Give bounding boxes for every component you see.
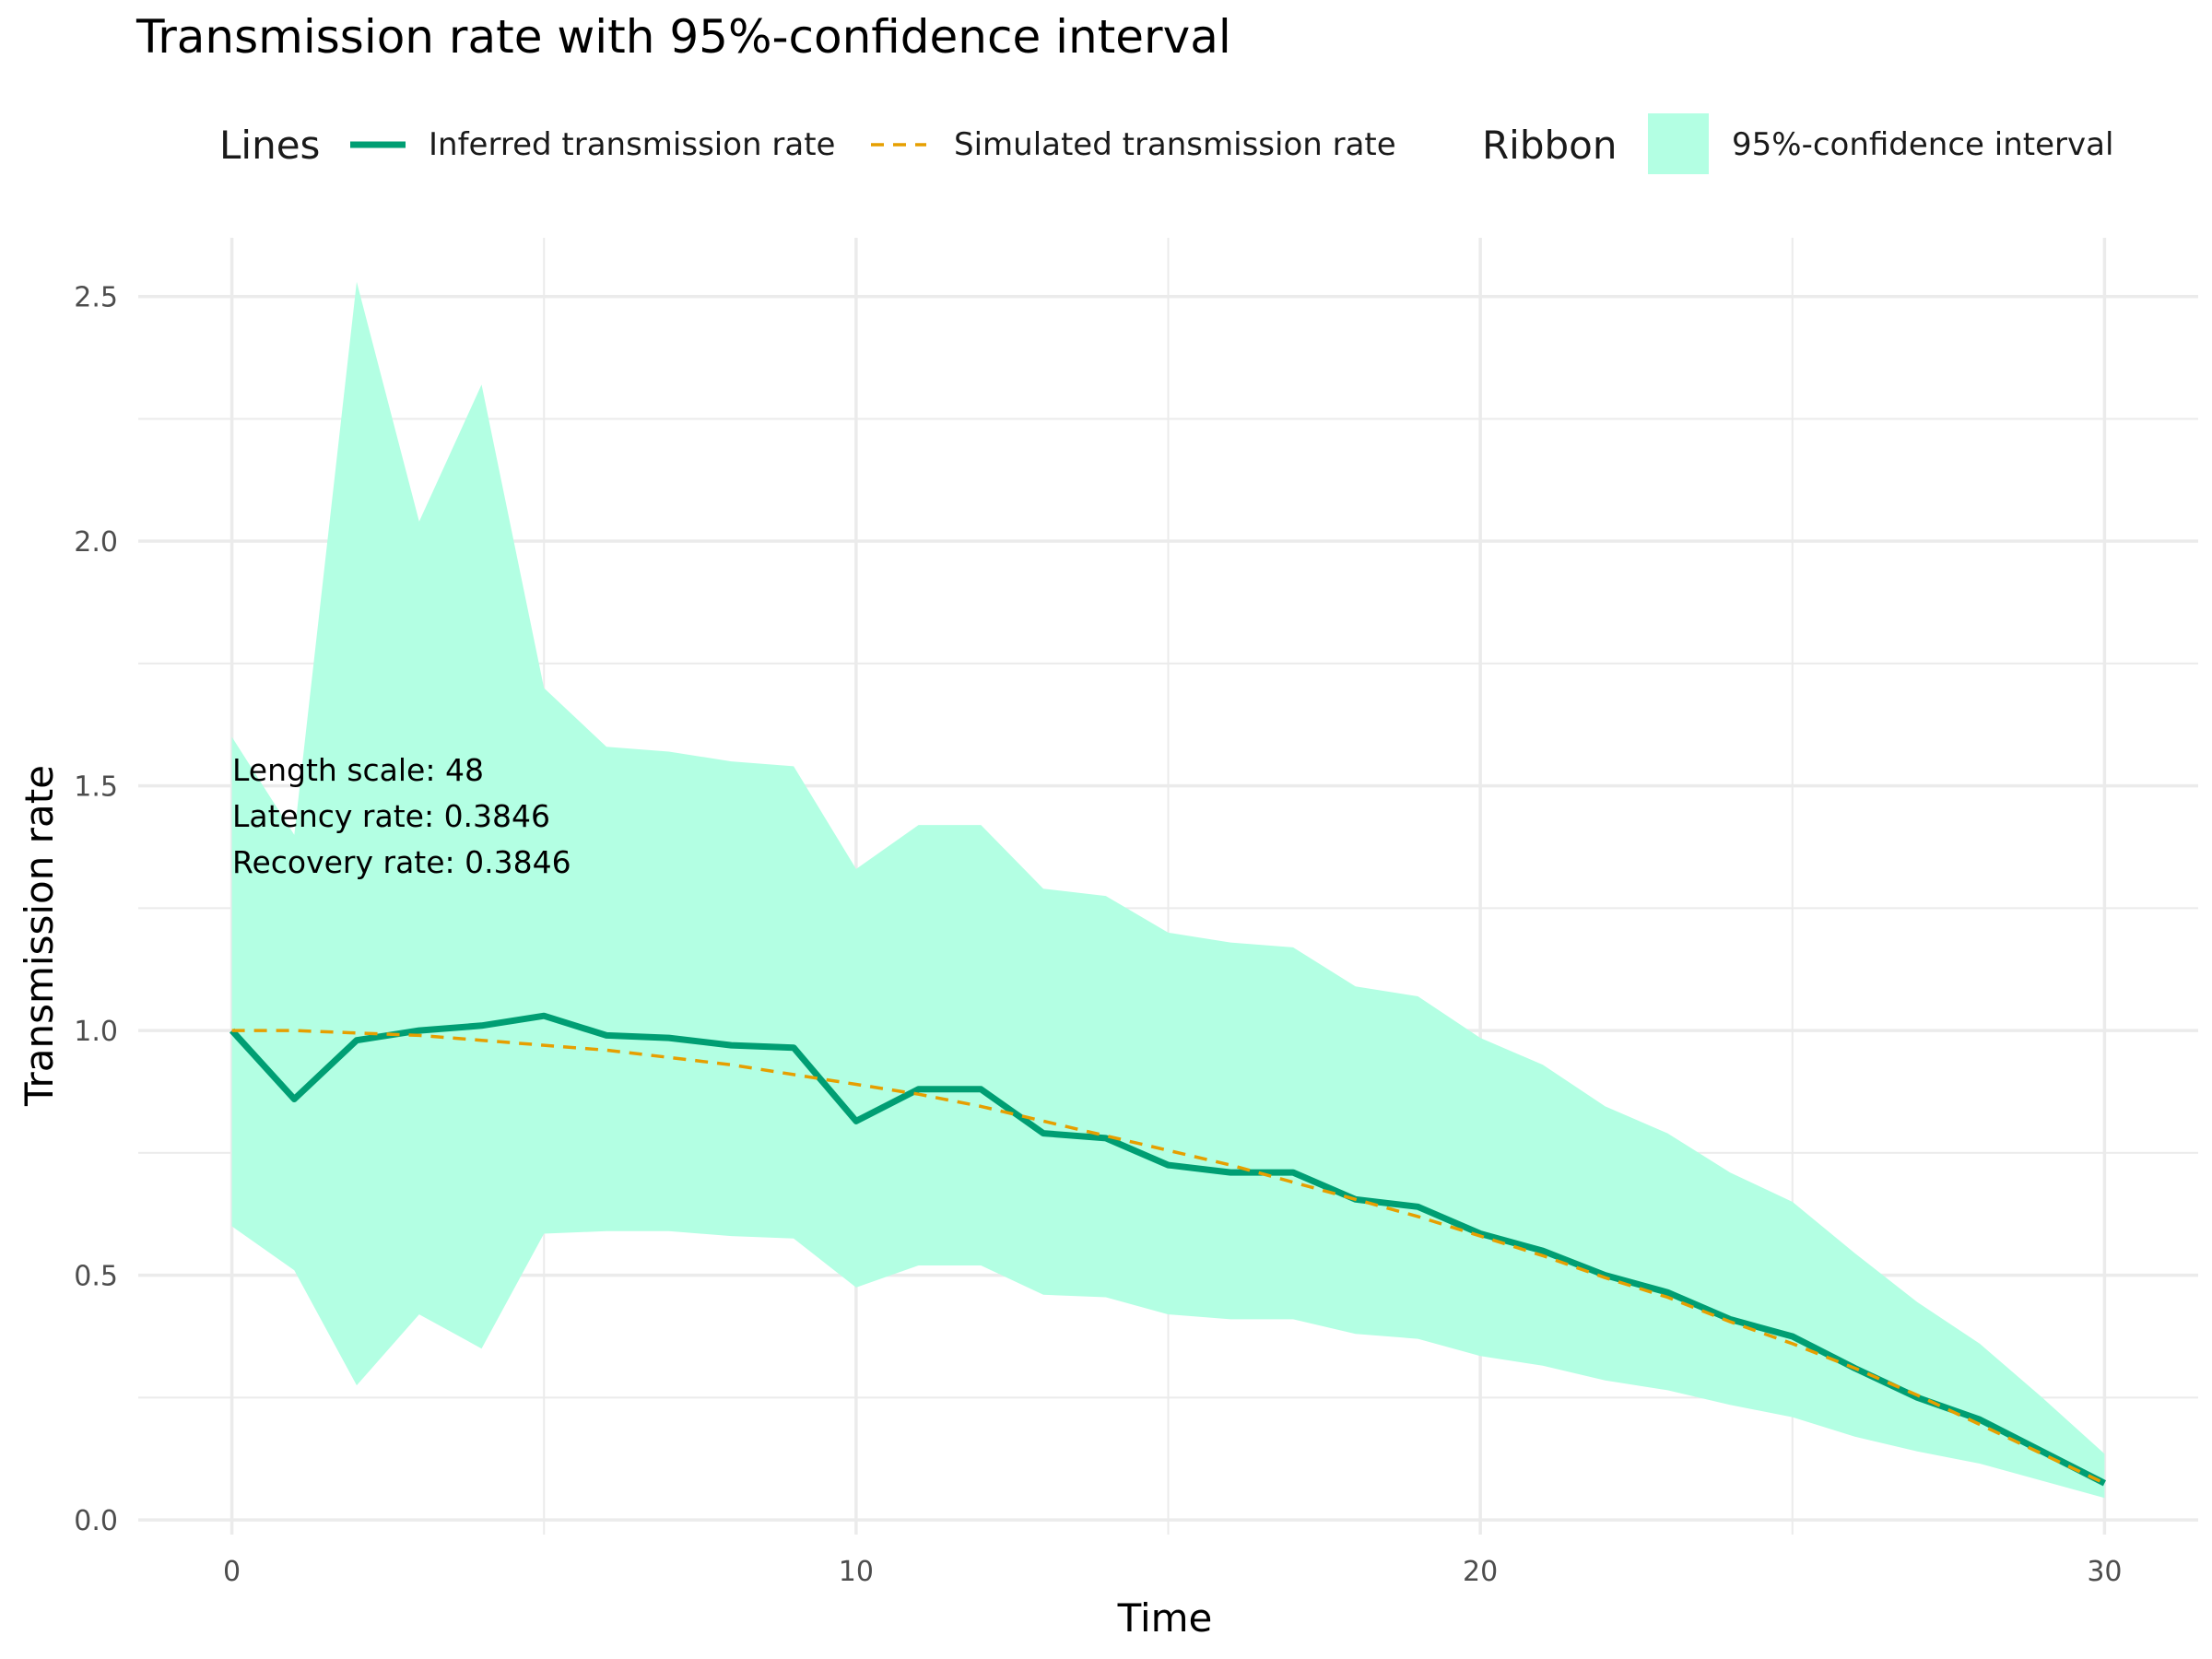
y-tick-label: 1.5 xyxy=(74,771,118,804)
legend-ribbon-key xyxy=(1648,113,1709,174)
y-tick-label: 0.0 xyxy=(74,1505,118,1537)
legend-simulated-label: Simulated transmission rate xyxy=(954,126,1396,163)
legend-ribbon-title: Ribbon xyxy=(1482,123,1618,168)
x-tick-label: 20 xyxy=(1463,1556,1498,1588)
y-tick-label: 2.5 xyxy=(74,282,118,314)
x-axis-title: Time xyxy=(1117,1595,1213,1641)
x-tick-label: 0 xyxy=(223,1556,241,1588)
legend-inferred-label: Inferred transmission rate xyxy=(429,126,835,163)
annotation-block: Length scale: 48 Latency rate: 0.3846 Re… xyxy=(232,752,571,880)
legend-lines-title: Lines xyxy=(219,123,320,168)
annotation-recovery-rate: Recovery rate: 0.3846 xyxy=(232,844,571,880)
series-simulated-line xyxy=(231,1029,2106,1485)
chart-title: Transmission rate with 95%-confidence in… xyxy=(135,10,1231,64)
ribbon-layer xyxy=(231,281,2105,1499)
series-layer xyxy=(229,1012,2106,1487)
y-tick-label: 0.5 xyxy=(74,1261,118,1293)
x-tick-label: 30 xyxy=(2087,1556,2122,1588)
y-axis-ticks: 0.0 0.5 1.0 1.5 2.0 2.5 xyxy=(74,282,118,1537)
x-axis-ticks: 0 10 20 30 xyxy=(223,1556,2122,1588)
legend-ribbon-label: 95%-confidence interval xyxy=(1732,126,2113,163)
confidence-ribbon xyxy=(231,281,2105,1499)
series-inferred-line xyxy=(229,1012,2106,1487)
legend: Lines Inferred transmission rate Simulat… xyxy=(219,113,2113,174)
y-axis-title: Transmission rate xyxy=(17,765,62,1107)
y-tick-label: 1.0 xyxy=(74,1016,118,1048)
annotation-latency-rate: Latency rate: 0.3846 xyxy=(232,798,550,834)
y-tick-label: 2.0 xyxy=(74,526,118,559)
annotation-length-scale: Length scale: 48 xyxy=(232,752,484,788)
x-tick-label: 10 xyxy=(839,1556,874,1588)
